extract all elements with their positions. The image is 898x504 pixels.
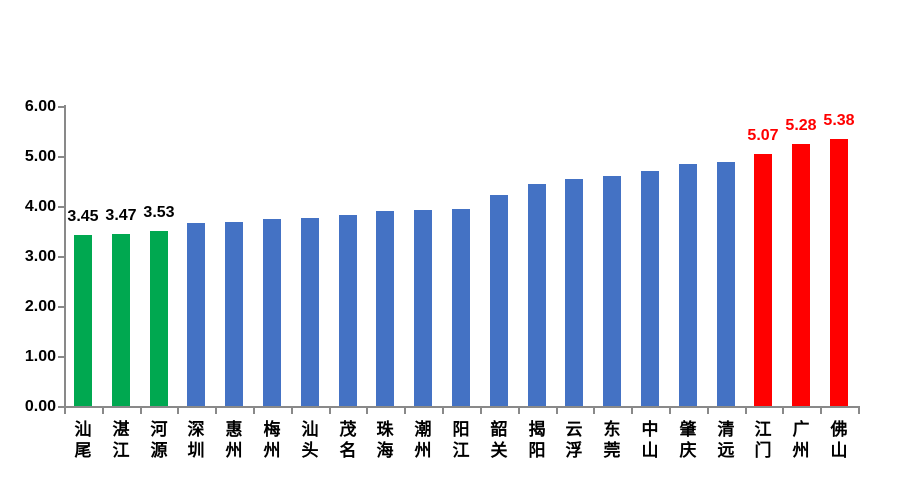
y-tick bbox=[58, 356, 64, 358]
x-category-label-茂名: 茂 名 bbox=[339, 420, 357, 460]
x-category-label-湛江: 湛 江 bbox=[112, 420, 130, 460]
x-tick bbox=[517, 408, 520, 414]
x-axis-line bbox=[64, 406, 860, 408]
bar-清远 bbox=[717, 162, 735, 406]
y-tick bbox=[58, 206, 64, 208]
y-tick-label: 4.00 bbox=[24, 198, 56, 215]
bar-东莞 bbox=[603, 176, 621, 406]
x-tick bbox=[366, 408, 369, 414]
x-tick bbox=[668, 408, 671, 414]
x-category-label-云浮: 云 浮 bbox=[565, 420, 583, 460]
bar-潮州 bbox=[414, 210, 432, 406]
x-tick bbox=[404, 408, 407, 414]
bar-阳江 bbox=[452, 209, 470, 406]
y-tick bbox=[58, 156, 64, 158]
x-category-label-韶关: 韶 关 bbox=[490, 420, 508, 460]
data-label-河源: 3.53 bbox=[143, 204, 175, 221]
x-category-label-河源: 河 源 bbox=[150, 420, 168, 460]
x-category-label-汕头: 汕 头 bbox=[301, 420, 319, 460]
y-tick bbox=[58, 406, 64, 408]
x-tick bbox=[101, 408, 104, 414]
x-tick bbox=[631, 408, 634, 414]
x-category-label-梅州: 梅 州 bbox=[263, 420, 281, 460]
y-axis-line bbox=[64, 105, 66, 410]
x-tick bbox=[593, 408, 596, 414]
x-tick bbox=[290, 408, 293, 414]
bar-河源 bbox=[150, 231, 168, 406]
y-tick-label: 2.00 bbox=[24, 298, 56, 315]
x-category-label-中山: 中 山 bbox=[641, 420, 659, 460]
data-label-汕尾: 3.45 bbox=[67, 208, 99, 225]
x-tick bbox=[215, 408, 218, 414]
x-category-label-惠州: 惠 州 bbox=[225, 420, 243, 460]
bar-云浮 bbox=[565, 179, 583, 406]
bar-珠海 bbox=[376, 211, 394, 406]
x-category-label-佛山: 佛 山 bbox=[830, 420, 848, 460]
x-category-label-肇庆: 肇 庆 bbox=[679, 420, 697, 460]
x-category-label-广州: 广 州 bbox=[792, 420, 810, 460]
x-tick bbox=[139, 408, 142, 414]
bar-韶关 bbox=[490, 195, 508, 406]
x-tick bbox=[479, 408, 482, 414]
x-tick bbox=[177, 408, 180, 414]
bar-肇庆 bbox=[679, 164, 697, 406]
x-category-label-揭阳: 揭 阳 bbox=[528, 420, 546, 460]
bar-汕尾 bbox=[74, 235, 92, 406]
bar-佛山 bbox=[830, 139, 848, 406]
x-tick bbox=[442, 408, 445, 414]
x-category-label-潮州: 潮 州 bbox=[414, 420, 432, 460]
y-tick bbox=[58, 306, 64, 308]
x-category-label-东莞: 东 莞 bbox=[603, 420, 621, 460]
bar-江门 bbox=[754, 154, 772, 406]
y-tick-label: 5.00 bbox=[24, 148, 56, 165]
bar-广州 bbox=[792, 144, 810, 406]
y-tick bbox=[58, 256, 64, 258]
bar-惠州 bbox=[225, 222, 243, 406]
x-tick bbox=[706, 408, 709, 414]
x-tick bbox=[555, 408, 558, 414]
x-category-label-阳江: 阳 江 bbox=[452, 420, 470, 460]
data-label-广州: 5.28 bbox=[785, 117, 817, 134]
x-tick bbox=[782, 408, 785, 414]
y-tick-label: 1.00 bbox=[24, 348, 56, 365]
x-tick bbox=[820, 408, 823, 414]
x-category-label-珠海: 珠 海 bbox=[376, 420, 394, 460]
x-category-label-深圳: 深 圳 bbox=[187, 420, 205, 460]
x-tick bbox=[744, 408, 747, 414]
data-label-江门: 5.07 bbox=[747, 127, 779, 144]
x-category-label-江门: 江 门 bbox=[754, 420, 772, 460]
bar-揭阳 bbox=[528, 184, 546, 406]
bar-湛江 bbox=[112, 234, 130, 406]
x-tick bbox=[328, 408, 331, 414]
x-category-label-清远: 清 远 bbox=[717, 420, 735, 460]
y-tick-label: 3.00 bbox=[24, 248, 56, 265]
x-category-label-汕尾: 汕 尾 bbox=[74, 420, 92, 460]
bar-梅州 bbox=[263, 219, 281, 406]
data-label-湛江: 3.47 bbox=[105, 207, 137, 224]
y-tick-label: 6.00 bbox=[24, 98, 56, 115]
x-tick bbox=[858, 408, 860, 414]
bar-茂名 bbox=[339, 215, 357, 406]
bar-中山 bbox=[641, 171, 659, 406]
data-label-佛山: 5.38 bbox=[823, 112, 855, 129]
bar-汕头 bbox=[301, 218, 319, 406]
y-tick-label: 0.00 bbox=[24, 398, 56, 415]
x-tick bbox=[253, 408, 256, 414]
bar-深圳 bbox=[187, 223, 205, 406]
x-tick bbox=[64, 408, 66, 414]
y-tick bbox=[58, 106, 64, 108]
